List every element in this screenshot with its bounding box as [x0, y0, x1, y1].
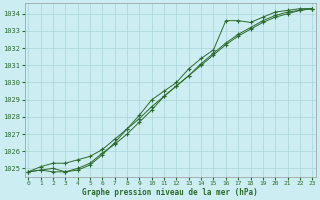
- X-axis label: Graphe pression niveau de la mer (hPa): Graphe pression niveau de la mer (hPa): [83, 188, 258, 197]
